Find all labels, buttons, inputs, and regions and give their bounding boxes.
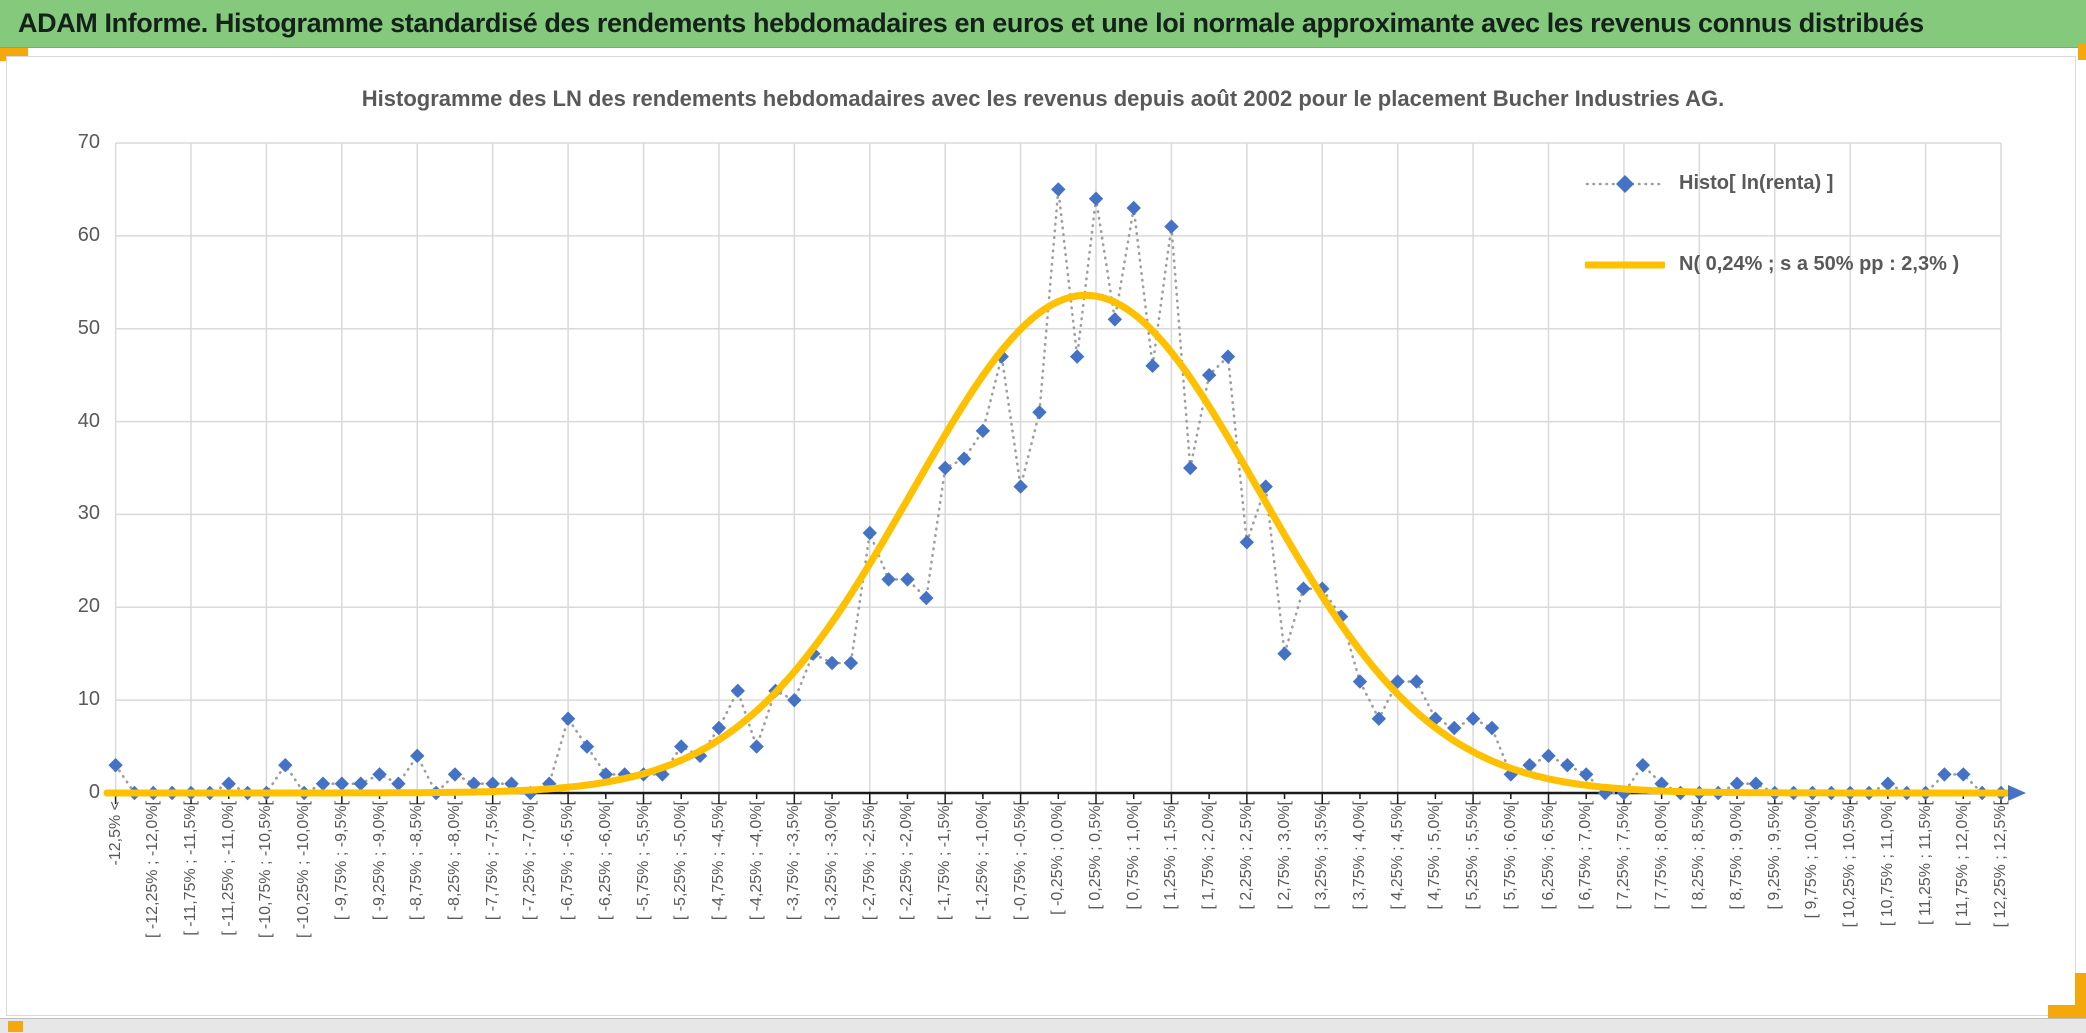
histogram-diamond-marker xyxy=(1145,358,1160,374)
histogram-diamond-marker xyxy=(1579,767,1594,782)
histogram-diamond-marker xyxy=(1409,674,1424,689)
legend-label-normal-curve: N( 0,24% ; s a 50% pp : 2,3% ) xyxy=(1679,253,1960,275)
sheet-header-title: ADAM Informe. Histogramme standardisé de… xyxy=(18,8,1924,38)
histogram-diamond-marker xyxy=(1088,191,1104,206)
histogram-diamond-marker xyxy=(1729,776,1745,791)
histogram-diamond-marker xyxy=(787,692,802,708)
histogram-diamond-marker xyxy=(372,767,387,782)
histogram-diamond-marker xyxy=(1635,757,1650,773)
histogram-diamond-marker xyxy=(711,720,727,736)
sheet-header-bar: ADAM Informe. Histogramme standardisé de… xyxy=(0,0,2086,48)
histogram-diamond-marker xyxy=(1371,711,1387,726)
histogram-diamond-marker xyxy=(975,423,991,439)
histogram-diamond-marker xyxy=(1032,405,1047,420)
legend-label-histogram: Histo[ ln(renta) ] xyxy=(1679,172,1834,194)
histogram-diamond-marker xyxy=(674,739,689,754)
histogram-diamond-marker xyxy=(334,776,350,791)
histogram-diamond-marker xyxy=(1201,367,1217,383)
y-tick-label: 10 xyxy=(77,688,100,711)
histogram-diamond-marker xyxy=(824,655,840,671)
histogram-diamond-marker xyxy=(108,757,123,773)
histogram-diamond-marker xyxy=(956,451,972,466)
gold-line-marker-icon xyxy=(1585,261,1665,268)
y-tick-label: 70 xyxy=(77,131,100,153)
histogram-diamond-marker xyxy=(1465,711,1481,726)
histogram-diamond-marker xyxy=(1315,581,1330,596)
orange-cell-accent-bottom-right-vertical xyxy=(2075,973,2086,1018)
histogram-diamond-marker xyxy=(1447,720,1462,736)
histogram-diamond-marker xyxy=(1220,349,1236,364)
chart-title: Histogramme des LN des rendements hebdom… xyxy=(361,86,1725,111)
sheet-bottom-strip xyxy=(0,1018,2086,1033)
orange-cell-accent-bottom-left xyxy=(8,1021,23,1032)
histogram-diamond-marker xyxy=(919,590,934,606)
histogram-diamond-marker xyxy=(1541,748,1556,764)
histogram-diamond-marker xyxy=(937,460,953,476)
histogram-diamond-marker xyxy=(1390,674,1405,689)
histogram-diamond-marker xyxy=(1560,757,1575,773)
chart-object[interactable] xyxy=(6,56,2076,1016)
blue-diamond-dotted-marker-icon xyxy=(1585,174,1665,193)
histogram-diamond-marker xyxy=(1164,219,1179,234)
histogram-diamond-marker xyxy=(1654,776,1669,791)
y-tick-label: 60 xyxy=(77,223,100,246)
histogram-diamond-marker xyxy=(1183,460,1198,476)
histogram-diamond-marker xyxy=(843,655,859,671)
histogram-diamond-marker xyxy=(504,776,519,791)
y-tick-label: 20 xyxy=(77,595,100,618)
histogram-diamond-marker xyxy=(579,739,595,754)
histogram-diamond-marker xyxy=(730,683,745,699)
histogram-diamond-marker xyxy=(447,767,463,782)
legend-item-normal-curve[interactable]: N( 0,24% ; s a 50% pp : 2,3% ) xyxy=(1585,253,1959,276)
axis-end-arrow-icon xyxy=(2008,785,2026,801)
y-tick-label: 50 xyxy=(77,316,100,339)
histogram-diamond-marker xyxy=(542,776,557,791)
histogram-diamond-marker xyxy=(1107,312,1123,327)
y-tick-label: 40 xyxy=(77,409,100,432)
histogram-diamond-marker xyxy=(1484,720,1500,736)
histogram-diamond-marker xyxy=(1069,349,1085,364)
legend-item-histogram[interactable]: Histo[ ln(renta) ] xyxy=(1585,172,1959,195)
histogram-diamond-marker xyxy=(900,572,915,587)
histogram-diamond-marker xyxy=(1352,674,1368,689)
histogram-diamond-marker xyxy=(221,776,236,791)
histogram-diamond-marker xyxy=(1937,767,1952,782)
histogram-diamond-marker xyxy=(353,776,368,791)
y-tick-label: 30 xyxy=(77,502,100,525)
orange-cell-accent-top-right xyxy=(2078,44,2086,60)
histogram-diamond-marker xyxy=(466,776,482,791)
histogram-diamond-marker xyxy=(1522,757,1537,773)
histogram-diamond-marker xyxy=(391,776,406,791)
histogram-series-dotted-line xyxy=(114,189,2003,796)
histogram-diamond-marker xyxy=(1880,776,1896,791)
histogram-diamond-marker xyxy=(410,748,425,764)
histogram-diamond-marker xyxy=(278,757,293,773)
histogram-diamond-marker xyxy=(1239,535,1255,550)
histogram-diamond-marker xyxy=(1296,581,1311,596)
y-tick-label: 0 xyxy=(88,781,100,803)
histogram-diamond-marker xyxy=(485,776,500,791)
histogram-diamond-marker xyxy=(1051,182,1066,197)
histogram-diamond-marker xyxy=(315,776,331,791)
chart-legend: Histo[ ln(renta) ] N( 0,24% ; s a 50% pp… xyxy=(1585,172,1959,276)
histogram-diamond-marker xyxy=(1748,776,1764,791)
histogram-diamond-marker xyxy=(560,711,576,726)
normal-curve-line xyxy=(103,291,2021,797)
histogram-diamond-marker xyxy=(881,572,896,587)
histogram-diamond-marker xyxy=(1277,646,1292,661)
histogram-diamond-marker xyxy=(862,525,877,541)
orange-cell-accent-bottom-right-horizontal xyxy=(2048,1005,2086,1018)
histogram-diamond-marker xyxy=(1013,479,1028,494)
histogram-diamond-marker xyxy=(1956,767,1971,782)
histogram-diamond-marker xyxy=(749,739,764,754)
histogram-diamond-marker xyxy=(1126,200,1141,216)
histogram-diamond-marker xyxy=(1428,711,1443,726)
